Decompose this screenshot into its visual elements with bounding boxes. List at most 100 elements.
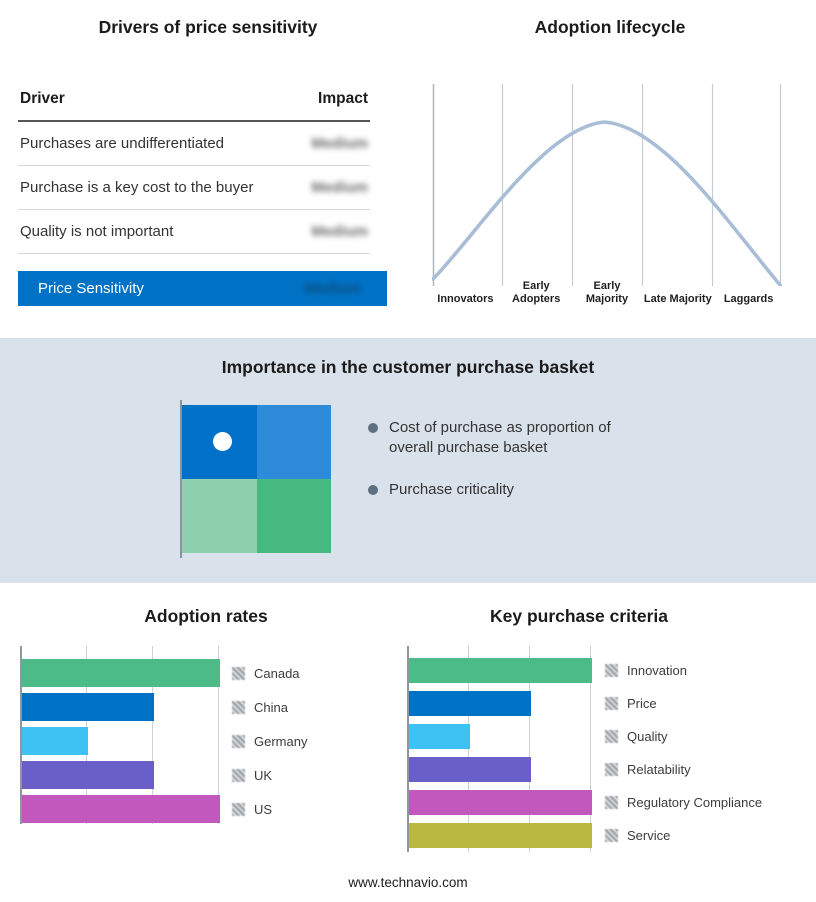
- bar-canada: [22, 659, 220, 687]
- lifecycle-stage-labels: Innovators Early Adopters Early Majority…: [430, 276, 784, 306]
- purchase-basket-band: Importance in the customer purchase bask…: [0, 338, 816, 583]
- legend-item: Canada: [232, 656, 307, 690]
- y-axis: [20, 646, 22, 824]
- quadrant-bottom-left: [182, 479, 257, 553]
- bar-relatability: [409, 757, 531, 782]
- legend-item: UK: [232, 758, 307, 792]
- key-purchase-criteria-chart: Innovation Price Quality Relatability Regula…: [407, 646, 762, 852]
- price-sensitivity-row: Price Sensitivity Medium: [18, 271, 387, 306]
- adoption-rates-legend: Canada China Germany UK US: [232, 646, 307, 826]
- quadrant-axis: [180, 400, 182, 558]
- lifecycle-title: Adoption lifecycle: [534, 17, 686, 37]
- list-item: Cost of purchase as proportion of overal…: [368, 418, 648, 459]
- drivers-title: Drivers of price sensitivity: [98, 17, 318, 37]
- impact-value-redacted: Medium: [311, 135, 368, 152]
- table-row: Quality is not important Medium: [18, 210, 370, 254]
- driver-label: Purchases are undifferentiated: [20, 135, 225, 152]
- legend-swatch-redacted: [232, 700, 245, 714]
- legend-swatch-redacted: [605, 796, 618, 809]
- legend-item: Service: [605, 819, 762, 852]
- legend-label: China: [254, 699, 288, 715]
- drivers-table: Driver Impact Purchases are undifferenti…: [18, 90, 370, 254]
- driver-label: Quality is not important: [20, 223, 174, 240]
- key-purchase-criteria-legend: Innovation Price Quality Relatability Regula…: [605, 646, 762, 852]
- gridline: [152, 646, 153, 824]
- driver-label: Purchase is a key cost to the buyer: [20, 179, 254, 196]
- legend-swatch-redacted: [605, 697, 618, 710]
- legend-label: US: [254, 801, 273, 817]
- bar-germany: [22, 727, 88, 755]
- stage-laggards: Laggards: [723, 292, 774, 305]
- legend-swatch-redacted: [232, 802, 245, 816]
- drivers-table-header: Driver Impact: [18, 90, 370, 122]
- legend-swatch-redacted: [232, 666, 245, 680]
- key-purchase-criteria-plot: [407, 646, 605, 852]
- bar-quality: [409, 724, 470, 749]
- legend-item: Price: [605, 687, 762, 720]
- bar-regulatory-compliance: [409, 790, 592, 815]
- adoption-rates-chart: Canada China Germany UK US: [20, 646, 307, 826]
- basket-title: Importance in the customer purchase bask…: [221, 357, 595, 377]
- legend-label: Relatability: [627, 762, 691, 777]
- legend-item: US: [232, 792, 307, 826]
- legend-label: Regulatory Compliance: [627, 795, 763, 810]
- legend-label: Service: [627, 828, 671, 843]
- adoption-rates-title: Adoption rates: [144, 606, 268, 626]
- legend-item: Quality: [605, 720, 762, 753]
- legend-label: Price: [627, 696, 657, 711]
- legend-label: Canada: [254, 665, 300, 681]
- legend-item: Germany: [232, 724, 307, 758]
- table-row: Purchases are undifferentiated Medium: [18, 122, 370, 166]
- table-row: Purchase is a key cost to the buyer Medi…: [18, 166, 370, 210]
- list-item: Purchase criticality: [368, 480, 648, 500]
- price-sensitivity-label: Price Sensitivity: [38, 280, 144, 297]
- bullet-text: Cost of purchase as proportion of overal…: [389, 419, 611, 457]
- position-marker-dot: [213, 432, 232, 451]
- quadrant-bottom-right: [256, 479, 331, 553]
- purchase-basket-quadrant: [182, 405, 331, 553]
- legend-item: Relatability: [605, 753, 762, 786]
- legend-item: Regulatory Compliance: [605, 786, 762, 819]
- bar-china: [22, 693, 154, 721]
- legend-label: UK: [254, 767, 273, 783]
- stage-late-majority: Late Majority: [643, 292, 712, 305]
- legend-swatch-redacted: [605, 730, 618, 743]
- quadrant-top-left: [182, 405, 257, 479]
- stage-innovators: Innovators: [437, 292, 494, 305]
- legend-swatch-redacted: [232, 734, 245, 748]
- legend-label: Innovation: [627, 663, 687, 678]
- legend-swatch-redacted: [605, 829, 618, 842]
- bullet-icon: [368, 423, 378, 433]
- adoption-lifecycle-chart: [432, 84, 782, 286]
- column-driver: Driver: [20, 90, 65, 107]
- y-axis: [407, 646, 409, 852]
- adoption-rates-plot: [20, 646, 232, 824]
- impact-value-redacted: Medium: [311, 179, 368, 196]
- stage-early-adopters: Early Adopters: [512, 279, 561, 305]
- legend-item: Innovation: [605, 654, 762, 687]
- legend-label: Germany: [254, 733, 308, 749]
- legend-item: China: [232, 690, 307, 724]
- legend-swatch-redacted: [605, 763, 618, 776]
- gridline: [468, 646, 469, 852]
- footer-link[interactable]: www.technavio.com: [348, 875, 468, 890]
- legend-swatch-redacted: [605, 664, 618, 677]
- bar-service: [409, 823, 592, 848]
- key-purchase-criteria-title: Key purchase criteria: [489, 606, 668, 626]
- impact-value-redacted: Medium: [304, 280, 361, 297]
- bar-us: [22, 795, 220, 823]
- legend-swatch-redacted: [232, 768, 245, 782]
- impact-value-redacted: Medium: [311, 223, 368, 240]
- gridline: [529, 646, 530, 852]
- gridline: [218, 646, 219, 824]
- bar-uk: [22, 761, 154, 789]
- bullet-icon: [368, 484, 378, 495]
- lifecycle-gridlines: [432, 84, 782, 286]
- basket-bullets: Cost of purchase as proportion of overal…: [368, 418, 648, 521]
- bar-price: [409, 691, 531, 716]
- legend-label: Quality: [627, 729, 668, 744]
- adoption-curve: [432, 120, 782, 286]
- stage-early-majority: Early Majority: [585, 279, 629, 305]
- bullet-text: Purchase criticality: [389, 480, 515, 498]
